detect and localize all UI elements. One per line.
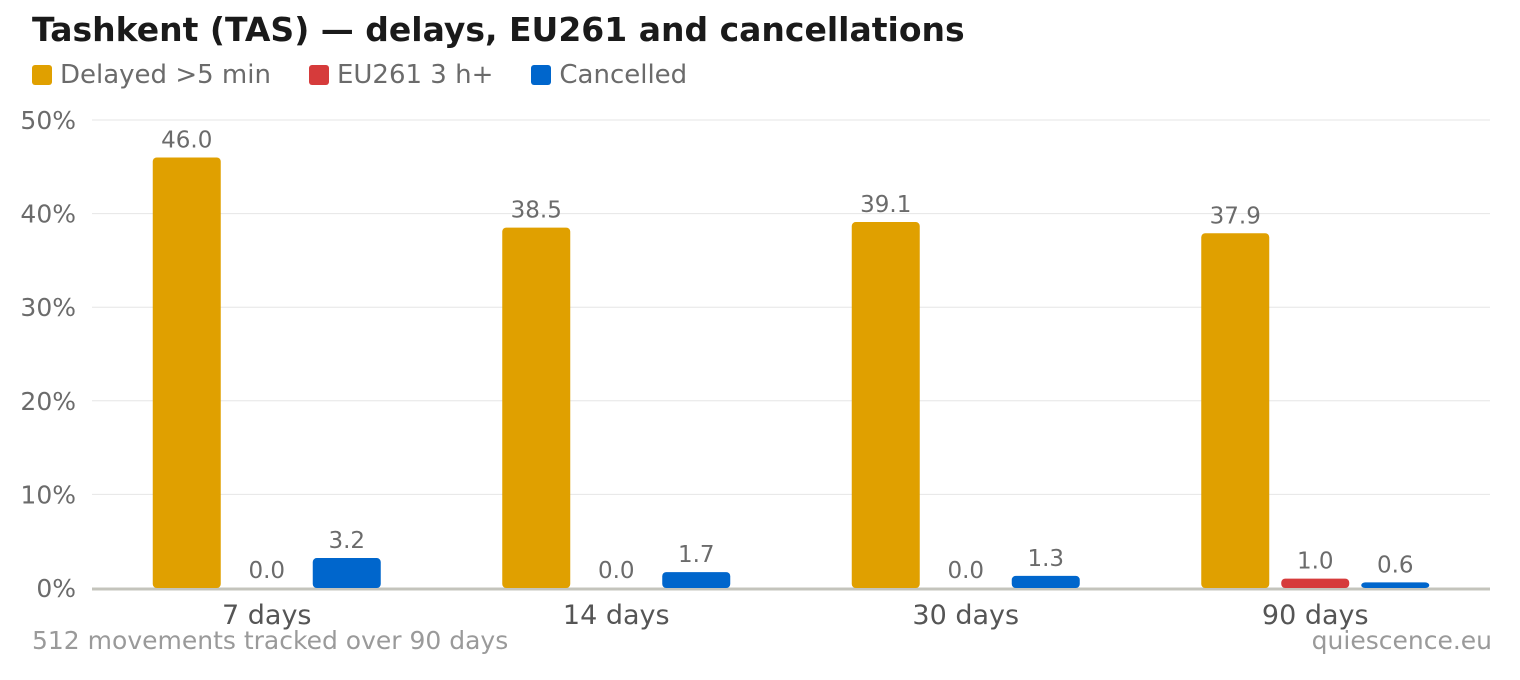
legend-swatch-eu261: [308, 65, 329, 85]
legend-swatch-cancelled: [531, 65, 552, 85]
bar: [1201, 233, 1270, 589]
legend-label-cancelled: Cancelled: [559, 60, 688, 90]
legend-item-eu261: EU261 3 h+: [308, 60, 494, 90]
legend-item-delayed: Delayed >5 min: [32, 60, 271, 90]
bar: [851, 222, 920, 589]
data-label: 0.0: [598, 558, 635, 584]
y-tick-label: 40%: [20, 200, 76, 229]
x-tick-label: 30 days: [912, 600, 1019, 631]
data-label: 0.0: [947, 558, 984, 584]
data-label: 1.7: [678, 542, 715, 568]
y-tick-label: 30%: [20, 293, 76, 322]
data-label: 0.0: [248, 558, 285, 584]
x-tick-label: 90 days: [1262, 600, 1369, 631]
y-tick-label: 50%: [20, 106, 76, 135]
chart-title: Tashkent (TAS) — delays, EU261 and cance…: [32, 10, 965, 49]
bar: [662, 572, 731, 588]
y-tick-label: 10%: [20, 480, 76, 509]
data-label: 1.3: [1027, 546, 1064, 572]
data-label: 38.5: [511, 198, 562, 224]
y-tick-label: 20%: [20, 387, 76, 416]
footer-movements-note: 512 movements tracked over 90 days: [32, 626, 509, 655]
bar: [312, 558, 381, 588]
bar: [1011, 575, 1080, 588]
bar: [1281, 578, 1350, 588]
data-label: 39.1: [860, 192, 911, 218]
legend: Delayed >5 min EU261 3 h+ Cancelled: [32, 60, 725, 90]
data-label: 3.2: [328, 528, 365, 554]
bar: [502, 227, 571, 588]
x-tick-label: 7 days: [222, 600, 312, 631]
x-tick-label: 14 days: [563, 600, 670, 631]
legend-item-cancelled: Cancelled: [531, 60, 687, 90]
data-label: 1.0: [1297, 549, 1334, 575]
data-label: 0.6: [1377, 552, 1414, 578]
data-label: 37.9: [1210, 203, 1261, 229]
bar: [152, 157, 221, 588]
legend-label-delayed: Delayed >5 min: [60, 60, 271, 90]
legend-label-eu261: EU261 3 h+: [336, 60, 494, 90]
footer-source: quiescence.eu: [1311, 626, 1492, 655]
data-label: 46.0: [161, 127, 212, 153]
bar: [1361, 582, 1430, 588]
y-tick-label: 0%: [36, 574, 76, 603]
legend-swatch-delayed: [32, 65, 52, 85]
